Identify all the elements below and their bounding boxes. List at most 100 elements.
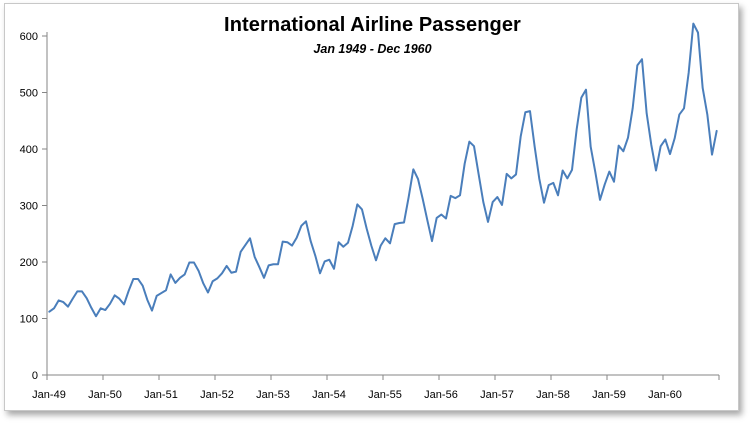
data-point (235, 271, 237, 273)
data-point (217, 278, 219, 280)
data-point (333, 268, 335, 270)
data-point (254, 256, 256, 258)
data-point (324, 261, 326, 263)
data-point (478, 174, 480, 176)
data-point (669, 153, 671, 155)
data-point (123, 304, 125, 306)
data-point (627, 137, 629, 139)
data-point (119, 298, 121, 300)
data-point (427, 219, 429, 221)
data-point (417, 178, 419, 180)
data-point (613, 181, 615, 183)
chart-frame: International Airline Passenger Jan 1949… (4, 3, 739, 411)
y-tick-label: 100 (20, 314, 38, 326)
data-point (189, 262, 191, 264)
data-point (637, 65, 639, 67)
data-point (445, 218, 447, 220)
data-point (576, 128, 578, 130)
data-point (170, 274, 172, 276)
data-point (352, 225, 354, 227)
x-tick-label: Jan-58 (536, 389, 570, 401)
data-point (693, 23, 695, 25)
data-point (296, 237, 298, 239)
series-group (48, 22, 718, 318)
data-point (441, 214, 443, 216)
data-point (240, 251, 242, 253)
data-point (361, 209, 363, 211)
data-point (165, 289, 167, 291)
data-point (226, 265, 228, 267)
data-point (347, 242, 349, 244)
data-point (459, 195, 461, 197)
chart-subtitle: Jan 1949 - Dec 1960 (313, 42, 432, 56)
data-point (133, 278, 135, 280)
data-point (95, 315, 97, 317)
data-point (557, 195, 559, 197)
data-point (581, 97, 583, 99)
data-point (525, 111, 527, 113)
data-point (571, 169, 573, 171)
data-point (487, 221, 489, 223)
data-point (282, 241, 284, 243)
data-point (707, 114, 709, 116)
data-point (683, 108, 685, 110)
x-tick-label: Jan-54 (312, 389, 346, 401)
data-point (72, 298, 74, 300)
data-point (128, 290, 130, 292)
data-point (553, 182, 555, 184)
data-point (319, 273, 321, 275)
y-tick-label: 600 (20, 31, 38, 43)
data-point (403, 222, 405, 224)
data-point (674, 137, 676, 139)
data-point (567, 178, 569, 180)
data-point (660, 145, 662, 147)
data-point (179, 277, 181, 279)
data-point (646, 113, 648, 115)
data-point (371, 245, 373, 247)
data-point (137, 278, 139, 280)
data-point (305, 221, 307, 223)
data-point (366, 228, 368, 230)
data-point (413, 169, 415, 171)
data-point (67, 306, 69, 308)
data-point (273, 263, 275, 265)
data-point (506, 173, 508, 175)
data-point (221, 273, 223, 275)
data-point (604, 184, 606, 186)
data-point (679, 114, 681, 116)
data-point (245, 244, 247, 246)
series-line (48, 22, 718, 318)
data-point (357, 204, 359, 206)
data-point (464, 163, 466, 165)
data-point (529, 110, 531, 112)
x-tick-label: Jan-53 (256, 389, 290, 401)
chart-title: International Airline Passenger (224, 14, 521, 36)
x-tick-label: Jan-49 (32, 389, 66, 401)
data-point (86, 297, 88, 299)
y-tick-label: 500 (20, 88, 38, 100)
data-point (198, 270, 200, 272)
data-point (543, 202, 545, 204)
data-point (408, 196, 410, 198)
data-point (375, 260, 377, 262)
data-point (469, 141, 471, 143)
data-point (343, 246, 345, 248)
data-point (100, 308, 102, 310)
data-point (623, 150, 625, 152)
data-point (688, 72, 690, 74)
x-tick-label: Jan-59 (592, 389, 626, 401)
data-point (497, 196, 499, 198)
data-point (315, 255, 317, 257)
data-point (231, 272, 233, 274)
data-point (58, 300, 60, 302)
y-tick-label: 200 (20, 257, 38, 269)
x-tick-label: Jan-52 (200, 389, 234, 401)
data-point (595, 171, 597, 173)
data-point (249, 237, 251, 239)
data-point (147, 299, 149, 301)
data-point (277, 263, 279, 265)
data-point (114, 295, 116, 297)
x-tick-label: Jan-56 (424, 389, 458, 401)
x-tick-label: Jan-51 (144, 389, 178, 401)
